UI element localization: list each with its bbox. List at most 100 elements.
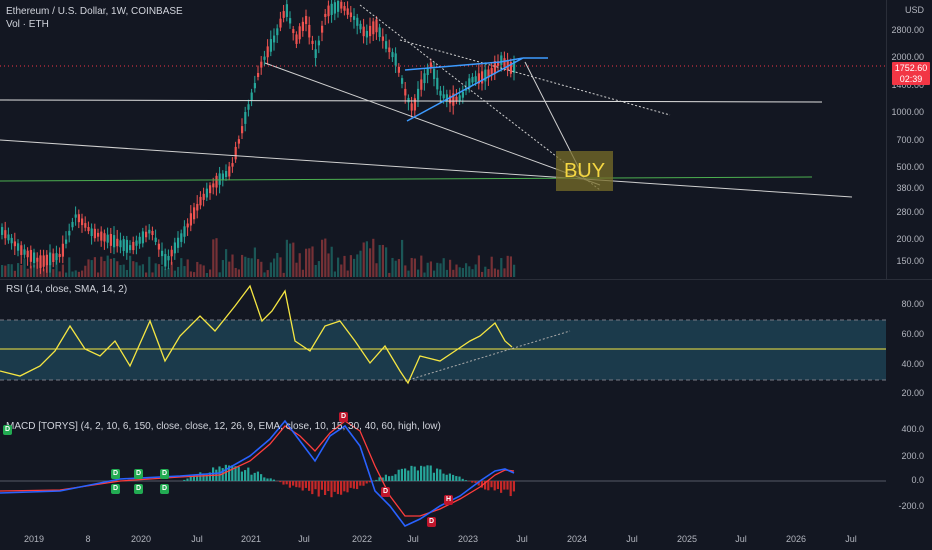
time-tick: Jul <box>626 534 638 544</box>
candle-body <box>359 23 362 30</box>
volume-bar <box>266 270 269 277</box>
volume-bar <box>39 265 42 277</box>
price-chart[interactable] <box>0 0 932 280</box>
candle-body <box>205 188 208 198</box>
volume-bar <box>276 252 279 277</box>
volume-bar <box>209 269 212 277</box>
macd-histogram-bar <box>384 474 387 481</box>
macd-chart[interactable] <box>0 411 932 529</box>
volume-bar <box>129 255 132 277</box>
volume-bar <box>116 261 119 277</box>
macd-histogram-bar <box>285 481 288 485</box>
volume-bar <box>81 270 84 277</box>
time-tick: 2026 <box>785 534 807 544</box>
macd-histogram-bar <box>282 481 285 485</box>
candle-body <box>449 95 452 104</box>
volume-bar <box>439 263 442 277</box>
volume-bar <box>343 255 346 277</box>
candle-body <box>391 52 394 58</box>
candle-body <box>186 223 189 228</box>
volume-bar <box>273 258 276 277</box>
candle-body <box>346 8 349 15</box>
rsi-tick: 60.00 <box>901 329 924 339</box>
candle-body <box>84 223 87 228</box>
candle-body <box>87 227 90 232</box>
volume-bar <box>410 257 413 277</box>
candle-body <box>125 239 128 253</box>
macd-histogram-bar <box>231 465 234 481</box>
macd-histogram-bar <box>423 466 426 481</box>
candle-body <box>324 13 327 17</box>
candle-body <box>241 126 244 134</box>
volume-bar <box>151 272 154 277</box>
volume-bar <box>333 271 336 277</box>
price-tick: 380.00 <box>896 183 924 193</box>
buy-annotation[interactable]: BUY <box>556 151 613 191</box>
macd-histogram-bar <box>452 474 455 481</box>
volume-bar <box>202 265 205 277</box>
macd-marker: D <box>160 469 169 479</box>
volume-bar <box>26 268 29 277</box>
candle-body <box>317 40 320 46</box>
macd-histogram-bar <box>295 481 298 488</box>
volume-bar <box>474 264 477 277</box>
volume-bar <box>77 271 80 277</box>
macd-histogram-bar <box>186 478 189 481</box>
candle-body <box>388 47 391 53</box>
volume-bar <box>103 261 106 277</box>
volume-bar <box>423 272 426 277</box>
candle-body <box>129 245 132 251</box>
candle-body <box>71 221 74 228</box>
candle-body <box>477 73 480 84</box>
candle-body <box>157 243 160 250</box>
volume-bar <box>125 269 128 277</box>
candle-body <box>20 245 23 255</box>
volume-bar <box>244 256 247 277</box>
candle-body <box>164 254 167 267</box>
volume-bar <box>257 259 260 277</box>
last-price-tag: 1752.60 <box>892 62 930 74</box>
candle-body <box>17 243 20 251</box>
candle-body <box>215 175 218 188</box>
time-tick: 2022 <box>351 534 373 544</box>
candle-body <box>497 61 500 66</box>
candle-body <box>49 252 52 266</box>
rsi-tick: 20.00 <box>901 388 924 398</box>
candle-body <box>244 111 247 124</box>
macd-marker: D <box>3 425 12 435</box>
time-tick: Jul <box>191 534 203 544</box>
candle-body <box>407 97 410 103</box>
rsi-chart[interactable] <box>0 281 932 409</box>
candle-body <box>429 62 432 69</box>
macd-histogram-bar <box>500 481 503 493</box>
volume-bar <box>132 261 135 277</box>
candle-body <box>7 234 10 241</box>
macd-histogram-bar <box>442 473 445 481</box>
macd-pane[interactable]: MACD [TORYS] (4, 2, 10, 6, 150, close, c… <box>0 411 932 529</box>
volume-bar <box>231 254 234 277</box>
candle-body <box>228 166 231 177</box>
candle-body <box>401 78 404 84</box>
macd-marker: D <box>339 412 348 422</box>
price-pane[interactable]: Ethereum / U.S. Dollar, 1W, COINBASE Vol… <box>0 0 932 280</box>
macd-histogram-bar <box>314 481 317 490</box>
volume-bar <box>186 259 189 277</box>
candle-body <box>311 40 314 44</box>
volume-bar <box>135 262 138 277</box>
rsi-pane[interactable]: RSI (14, close, SMA, 14, 2) 80.00 60.00 … <box>0 281 932 409</box>
macd-marker: D <box>134 469 143 479</box>
volume-bar <box>429 261 432 277</box>
volume-bar <box>487 268 490 277</box>
volume-bar <box>193 272 196 277</box>
volume-bar <box>471 269 474 277</box>
macd-histogram-bar <box>400 468 403 481</box>
rsi-line <box>0 284 513 385</box>
candle-body <box>33 252 36 264</box>
volume-bar <box>330 246 333 277</box>
candle-body <box>305 16 308 24</box>
candle-body <box>461 91 464 98</box>
candle-body <box>503 58 506 68</box>
candle-body <box>452 93 455 106</box>
candle-body <box>237 139 240 144</box>
candle-body <box>148 229 151 234</box>
